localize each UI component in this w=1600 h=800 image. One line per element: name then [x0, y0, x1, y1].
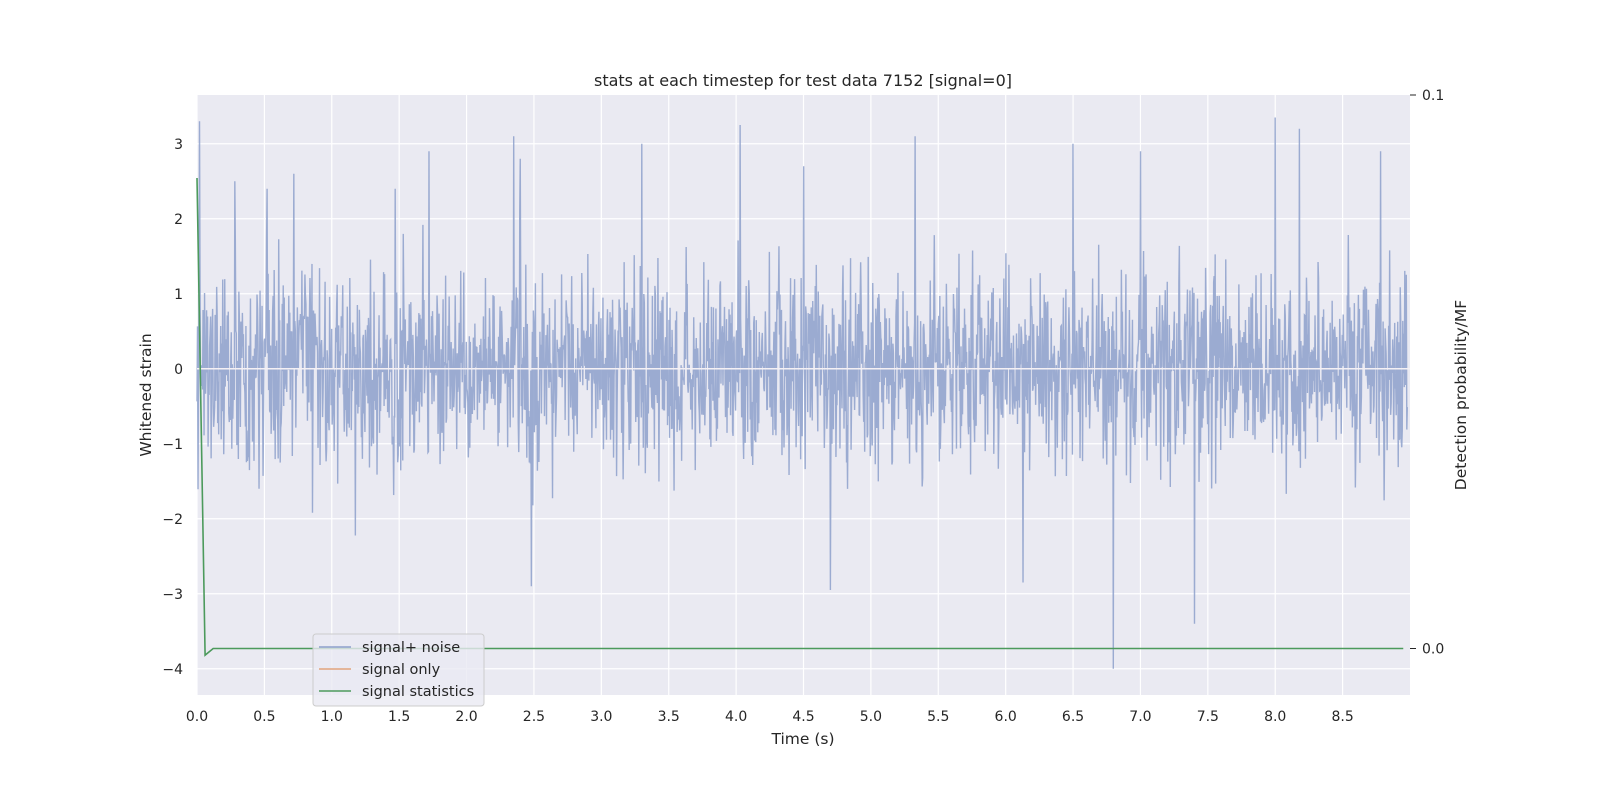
legend-box	[312, 633, 485, 707]
x-tick-label: 2.5	[523, 709, 545, 725]
x-tick-label: 7.5	[1197, 709, 1219, 725]
y-axis-ticks: 3 2 1 0 −1 −2 −3 −4	[162, 137, 183, 678]
signal-statistics-line	[196, 178, 1404, 657]
x-tick-label: 6.0	[995, 709, 1017, 725]
series-signal-plus-noise	[196, 117, 1408, 669]
x-tick-label: 1.0	[321, 709, 343, 725]
x-tick-label: 4.0	[725, 709, 747, 725]
x-tick-label: 2.0	[455, 709, 477, 725]
legend: signal+ noise signal only signal statist…	[312, 633, 485, 707]
y2-axis-label: Detection probability/MF	[1452, 300, 1470, 491]
x-tick-label: 8.5	[1331, 709, 1353, 725]
x-tick-label: 7.0	[1129, 709, 1151, 725]
x-axis-label: Time (s)	[770, 730, 834, 748]
y-tick-label: 0	[174, 362, 183, 378]
signal-plus-noise-line	[196, 117, 1408, 669]
legend-label-signal-only: signal only	[362, 662, 441, 678]
y2-tick-label: 0.1	[1422, 88, 1444, 104]
series-signal-statistics	[196, 178, 1404, 657]
x-tick-label: 5.5	[927, 709, 949, 725]
x-tick-label: 8.0	[1264, 709, 1286, 725]
x-tick-label: 3.5	[658, 709, 680, 725]
legend-label-signal-plus-noise: signal+ noise	[362, 640, 460, 656]
x-tick-label: 1.5	[388, 709, 410, 725]
x-tick-label: 0.0	[186, 709, 208, 725]
y-axis-label: Whitened strain	[137, 333, 155, 456]
x-tick-label: 0.5	[253, 709, 275, 725]
y-tick-label: −2	[162, 512, 183, 528]
y2-axis-ticks: 0.1 0.0	[1410, 88, 1444, 658]
y-tick-label: 3	[174, 137, 183, 153]
x-tick-label: 6.5	[1062, 709, 1084, 725]
x-tick-label: 4.5	[792, 709, 814, 725]
y-tick-label: −3	[162, 587, 183, 603]
x-tick-label: 3.0	[590, 709, 612, 725]
y-tick-label: −1	[162, 437, 183, 453]
y-tick-label: 1	[174, 287, 183, 303]
y-tick-label: −4	[162, 662, 183, 678]
chart-title: stats at each timestep for test data 715…	[594, 71, 1012, 90]
y-tick-label: 2	[174, 212, 183, 228]
y2-tick-label: 0.0	[1422, 642, 1444, 658]
x-tick-label: 5.0	[860, 709, 882, 725]
x-axis-ticks: 0.0 0.5 1.0 1.5 2.0 2.5 3.0 3.5 4.0 4.5 5.0 5.5 6.0 6…	[186, 709, 1354, 725]
legend-label-signal-statistics: signal statistics	[362, 684, 474, 700]
